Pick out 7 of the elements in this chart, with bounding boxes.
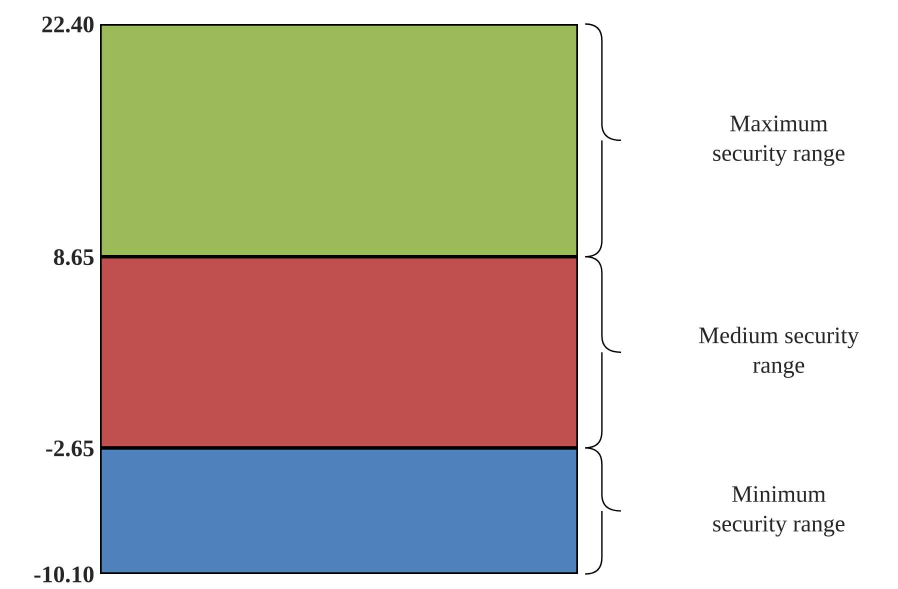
y-tick-label: 22.40 [42,16,94,33]
y-tick-label: 8.65 [54,249,94,266]
text: Medium security range [699,326,859,378]
text: Maximum security range [713,116,844,166]
y-tick-label: -2.65 [46,440,94,456]
text: Minimum security range [713,486,844,537]
y-tick-label: -10.10 [34,566,94,583]
